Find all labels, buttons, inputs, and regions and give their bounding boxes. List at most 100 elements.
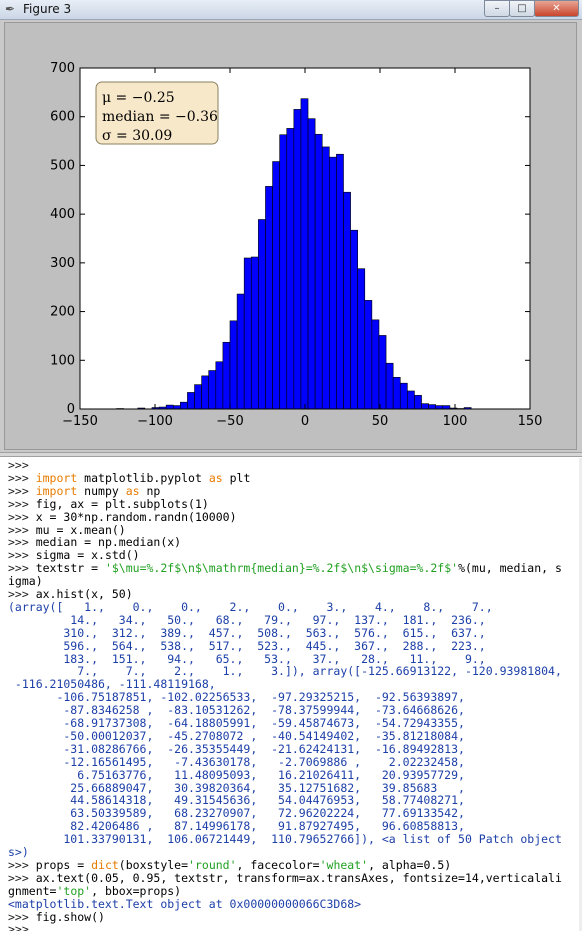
stats-textbox [95, 81, 219, 145]
console-line: >>> props = dict(boxstyle='round', facec… [8, 857, 452, 872]
histogram-chart: −150 −100 −50 0 50 100 150 0 100 200 300 400 500 600 7… [50, 61, 543, 429]
histogram-bar [350, 229, 358, 410]
figure-canvas: −150 −100 −50 0 50 100 150 0 100 200 300 400 500 600 7… [4, 22, 577, 450]
console-text: ax.text(0.05, 0.95, textstr, transform=a… [35, 870, 562, 885]
console-text: s>) [8, 845, 29, 859]
console-line: 6.75163776, 11.48095093, 16.21026411, 20… [8, 767, 465, 782]
histogram-bar [407, 390, 415, 410]
console-text: , facecolor= [236, 857, 320, 872]
console-text: ax.hist(x, 50) [35, 587, 133, 601]
console-line: >>> mu = x.mean() [8, 522, 126, 537]
histogram-bar [442, 405, 451, 410]
console-line: >>> [8, 923, 29, 931]
console-text: 183., 151., 94., 65., 53., 37., 28., 11.… [8, 651, 486, 666]
console-text: 7., 7., 2., 1., 3.]), array([-125.669131… [8, 664, 562, 679]
console-prompt: >>> [8, 496, 36, 511]
console-line: s>) [8, 846, 29, 859]
console-line: (array([ 1., 0., 0., 2., 0., 3., 4., 8.,… [8, 599, 493, 614]
console-text: gnment= [8, 883, 57, 898]
histogram-bar [272, 161, 280, 410]
histogram-bar [364, 300, 373, 410]
console-text: mu = x.mean() [35, 522, 126, 537]
histogram-bar [435, 405, 444, 410]
console-text: 596., 564., 538., 517., 523., 445., 367.… [8, 638, 486, 653]
console-text: 'wheat' [319, 857, 369, 872]
histogram-bar [279, 134, 288, 410]
console-line: >>> x = 30*np.random.randn(10000) [8, 509, 237, 524]
console-text: 101.33790131, 106.06721449, 110.79652766… [8, 832, 562, 847]
console-text: -12.16561495, -7.43630178, -2.7069886 , … [8, 754, 465, 769]
console-text: -31.08286766, -26.35355449, -21.62424131… [8, 741, 465, 756]
console-prompt: >>> [8, 548, 36, 563]
console-text: fig.show() [35, 909, 105, 924]
x-tick-label: 100 [443, 414, 468, 429]
console-line: -106.75187851, -102.02256533, -97.293252… [8, 691, 465, 704]
x-tick-label: 50 [372, 414, 389, 429]
console-line: >>> sigma = x.std() [8, 549, 140, 562]
stats-line: μ = −0.25 [102, 90, 175, 106]
console-text: '$\mu=%.2f$\n$\mathrm{median}=%.2f$\n$\s… [104, 561, 459, 576]
console-prompt: >>> [8, 857, 36, 872]
stats-line: σ = 30.09 [102, 128, 172, 144]
console-text: plt [222, 470, 251, 485]
histogram-bar [399, 382, 408, 410]
console-text: as [208, 470, 223, 485]
console-text: np [139, 483, 161, 498]
console-text: , bbox=props) [91, 883, 182, 898]
histogram-bar [250, 256, 259, 410]
console-line: 14., 34., 50., 68., 79., 97., 137., 181.… [8, 613, 485, 627]
console-scrollbar[interactable] [579, 458, 582, 931]
console-text: median = np.median(x) [35, 535, 182, 550]
python-console[interactable]: >>> >>> import matplotlib.pyplot as plt >>… [0, 457, 582, 931]
console-text: x = 30*np.random.randn(10000) [35, 509, 237, 524]
console-line: >>> textstr = '$\mu=%.2f$\n$\mathrm{medi… [8, 562, 562, 575]
title-bar[interactable]: ✒ Figure 3 – □ ✕ [0, 0, 582, 20]
histogram-bar [243, 257, 252, 410]
maximize-button[interactable]: □ [509, 0, 535, 17]
histogram-bar [293, 109, 302, 410]
console-line: 82.4206486 , 87.14996178, 91.87927495, 9… [8, 820, 465, 833]
console-line: >>> ax.hist(x, 50) [8, 588, 133, 601]
histogram-bar [336, 153, 344, 410]
console-prompt: >>> [8, 561, 36, 576]
console-text: 'top' [56, 883, 92, 898]
histogram-bar [428, 404, 437, 410]
console-text: (array([ 1., 0., 0., 2., 0., 3., 4., 8.,… [8, 599, 493, 614]
console-prompt: >>> [8, 922, 29, 931]
histogram-bar [222, 341, 231, 410]
console-line: >>> fig, ax = plt.subplots(1) [8, 496, 209, 511]
console-line: <matplotlib.text.Text object at 0x000000… [8, 897, 361, 911]
console-line: 25.66889047, 30.39820364, 35.12751682, 3… [8, 781, 465, 795]
pane-divider[interactable] [0, 452, 582, 457]
histogram-bar [229, 320, 238, 410]
minimize-button[interactable]: – [484, 0, 510, 17]
console-text: 82.4206486 , 87.14996178, 91.87927495, 9… [8, 819, 465, 834]
histogram-bar [215, 361, 224, 410]
console-text: 44.58614318, 49.31545636, 54.04476953, 5… [8, 793, 465, 808]
console-line: >>> import matplotlib.pyplot as plt [8, 470, 251, 485]
console-prompt: >>> [8, 909, 36, 924]
close-button[interactable]: ✕ [534, 0, 579, 17]
console-prompt: >>> [8, 870, 36, 885]
histogram-bar [357, 268, 366, 410]
console-text: , alpha=0.5) [368, 857, 452, 872]
console-line: 7., 7., 2., 1., 3.]), array([-125.669131… [8, 665, 562, 678]
console-line: -116.21050486, -111.48119168, [8, 678, 216, 691]
console-prompt: >>> [8, 509, 36, 524]
x-tick-label: 150 [518, 414, 543, 429]
histogram-bar [286, 128, 295, 410]
histogram-bar [208, 370, 217, 410]
stats-line: median = −0.36 [102, 109, 218, 125]
console-line: 183., 151., 94., 65., 53., 37., 28., 11.… [8, 651, 486, 666]
console-text: import [35, 483, 78, 498]
console-text: props = [35, 857, 92, 872]
console-line: -68.91737308, -64.18805991, -59.45874673… [8, 717, 465, 730]
console-text: 6.75163776, 11.48095093, 16.21026411, 20… [8, 767, 465, 782]
x-tick-label: −150 [62, 414, 98, 429]
console-prompt: >>> [8, 587, 36, 601]
histogram-bar [343, 191, 351, 410]
histogram-bar [378, 335, 387, 410]
console-line: 101.33790131, 106.06721449, 110.79652766… [8, 833, 562, 846]
console-text: -106.75187851, -102.02256533, -97.293252… [8, 690, 465, 705]
histogram-bar [371, 319, 380, 410]
